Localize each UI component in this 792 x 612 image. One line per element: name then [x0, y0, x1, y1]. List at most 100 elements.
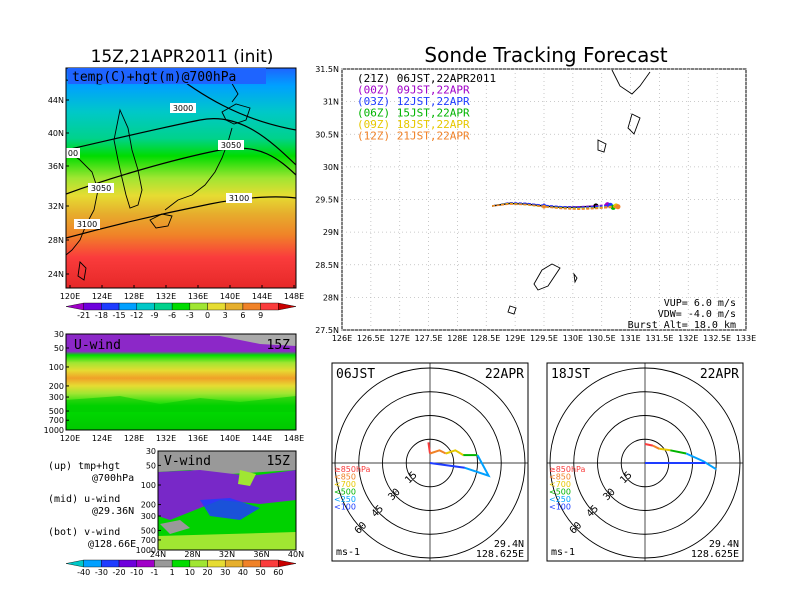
- lon-tick-label: 124E: [92, 434, 112, 443]
- side-note-line: @29.36N: [92, 506, 134, 517]
- y-tick-label: 31.5N: [315, 65, 339, 74]
- u-wind-time: 15Z: [267, 338, 291, 353]
- track-coastlines: [507, 69, 651, 315]
- side-note-line: (up) tmp+hgt: [48, 461, 120, 472]
- x-tick-label: 126.5E: [357, 334, 385, 343]
- hodograph-time: 06JST: [336, 367, 375, 382]
- x-tick-label: 126E: [332, 334, 352, 343]
- hodograph-segment: [685, 452, 717, 471]
- hodograph-segment: [429, 462, 465, 469]
- legend-entry: (09Z) 18JST,22APR: [357, 118, 470, 131]
- colorbar-label: 30: [220, 568, 230, 577]
- colorbar-label: -12: [130, 311, 143, 320]
- x-tick-label: 128E: [447, 334, 467, 343]
- lon-tick-label: 148E: [284, 292, 304, 301]
- colorbar-label: 6: [240, 311, 245, 320]
- y-tick-label: 29N: [323, 228, 339, 237]
- y-tick-label: 31N: [323, 98, 339, 107]
- hodograph-lat: 29.4N: [494, 539, 524, 550]
- level-legend: <100: [549, 503, 571, 512]
- lon-tick-label: 120E: [60, 434, 80, 443]
- lon-tick-label: 136E: [188, 292, 208, 301]
- y-tick-label: 28N: [323, 293, 339, 302]
- track-point: [542, 204, 546, 209]
- pressure-tick-label: 500: [49, 407, 64, 416]
- v-wind-detail: [158, 451, 296, 550]
- left-title: 15Z,21APR2011 (init): [91, 47, 274, 67]
- lon-tick-label: 140E: [220, 434, 240, 443]
- y-tick-label: 30N: [323, 163, 339, 172]
- level-legend: <700: [334, 480, 356, 489]
- contour-label: 00: [68, 149, 78, 158]
- hodograph-segment: [652, 444, 660, 450]
- y-tick-label: 27.5N: [315, 326, 339, 335]
- hodograph-segment: [659, 447, 671, 452]
- contour-label: 3000: [173, 104, 193, 113]
- hodograph-lat: 29.4N: [709, 539, 739, 550]
- colorbar-label: -3: [186, 311, 194, 320]
- level-legend: <500: [334, 488, 356, 497]
- pressure-tick-label: 30: [54, 330, 64, 339]
- colorbar-label: -1: [150, 568, 158, 577]
- colorbar-cell: [242, 559, 261, 568]
- colorbar-label: -18: [95, 311, 108, 320]
- colorbar-cell: [118, 559, 137, 568]
- legend-entry: (12Z) 21JST,22APR: [357, 130, 470, 143]
- hodograph-segment: [445, 449, 464, 456]
- param-vdw: VDW= -4.0 m/s: [658, 309, 736, 320]
- wind-colorbar: -40 -30 -20 -10 -1 1 10 20 30 40 50 60: [65, 559, 297, 577]
- level-legend: <250: [549, 495, 571, 504]
- pressure-tick-label: 200: [49, 382, 64, 391]
- legend-entry: (00Z) 09JST,22APR: [357, 84, 470, 97]
- pressure-tick-label: 500: [141, 526, 156, 535]
- lat-tick-label: 24N: [150, 550, 166, 559]
- hodograph-segment: [644, 443, 654, 447]
- colorbar-label: -40: [77, 568, 90, 577]
- contour-label: 3050: [91, 184, 111, 193]
- level-legend: <700: [549, 480, 571, 489]
- u-wind-lon-ticks: 120E 124E 128E 132E 136E 140E 144E 148E: [60, 434, 304, 443]
- colorbar-label: -6: [168, 311, 176, 320]
- param-vup: VUP= 6.0 m/s: [664, 298, 736, 309]
- pressure-tick-label: 100: [49, 363, 64, 372]
- lon-tick-label: 132E: [156, 434, 176, 443]
- colorbar-cell: [136, 559, 155, 568]
- colorbar-cell: [225, 302, 244, 311]
- pressure-tick-label: 30: [146, 447, 156, 456]
- colorbar-cell: [83, 302, 102, 311]
- pressure-tick-label: 50: [146, 461, 156, 470]
- contour-labels: 3000 3050 3050 3100 3100 00: [66, 103, 252, 229]
- colorbar-label: -15: [113, 311, 126, 320]
- hodograph-lon: 128.625E: [691, 549, 739, 560]
- colorbar-cell: [207, 302, 226, 311]
- side-note-line: (bot) v-wind: [48, 527, 120, 538]
- colorbar-label: 9: [258, 311, 263, 320]
- lon-tick-label: 144E: [252, 292, 272, 301]
- x-tick-label: 132.5E: [703, 334, 731, 343]
- contour-label: 3100: [77, 220, 97, 229]
- map-lat-ticks: 44N 40N 36N 32N 28N 24N: [48, 96, 69, 279]
- colorbar-label: -9: [150, 311, 158, 320]
- pressure-tick-label: 100: [141, 481, 156, 490]
- lon-tick-label: 128E: [124, 434, 144, 443]
- x-tick-label: 127.5E: [415, 334, 443, 343]
- x-tick-label: 129.5E: [530, 334, 558, 343]
- hodograph-lon: 128.625E: [476, 549, 524, 560]
- lat-tick-label: 40N: [288, 550, 304, 559]
- hodograph-ring: [382, 415, 478, 511]
- hodograph-segment: [429, 449, 447, 455]
- colorbar-cell: [101, 559, 120, 568]
- colorbar-label: 0: [205, 311, 210, 320]
- side-note-line: @700hPa: [92, 473, 134, 484]
- side-note-line: (mid) u-wind: [48, 494, 120, 505]
- track-panel: 126E 126.5E 127E 127.5E 128E 128.5E 129E 129.5E…: [315, 65, 756, 343]
- param-burst: Burst Alt= 18.0 km: [628, 320, 736, 331]
- hodograph-segment: [427, 442, 431, 454]
- side-notes: (up) tmp+hgt @700hPa (mid) u-wind @29.36…: [48, 461, 136, 550]
- track-point: [615, 204, 621, 210]
